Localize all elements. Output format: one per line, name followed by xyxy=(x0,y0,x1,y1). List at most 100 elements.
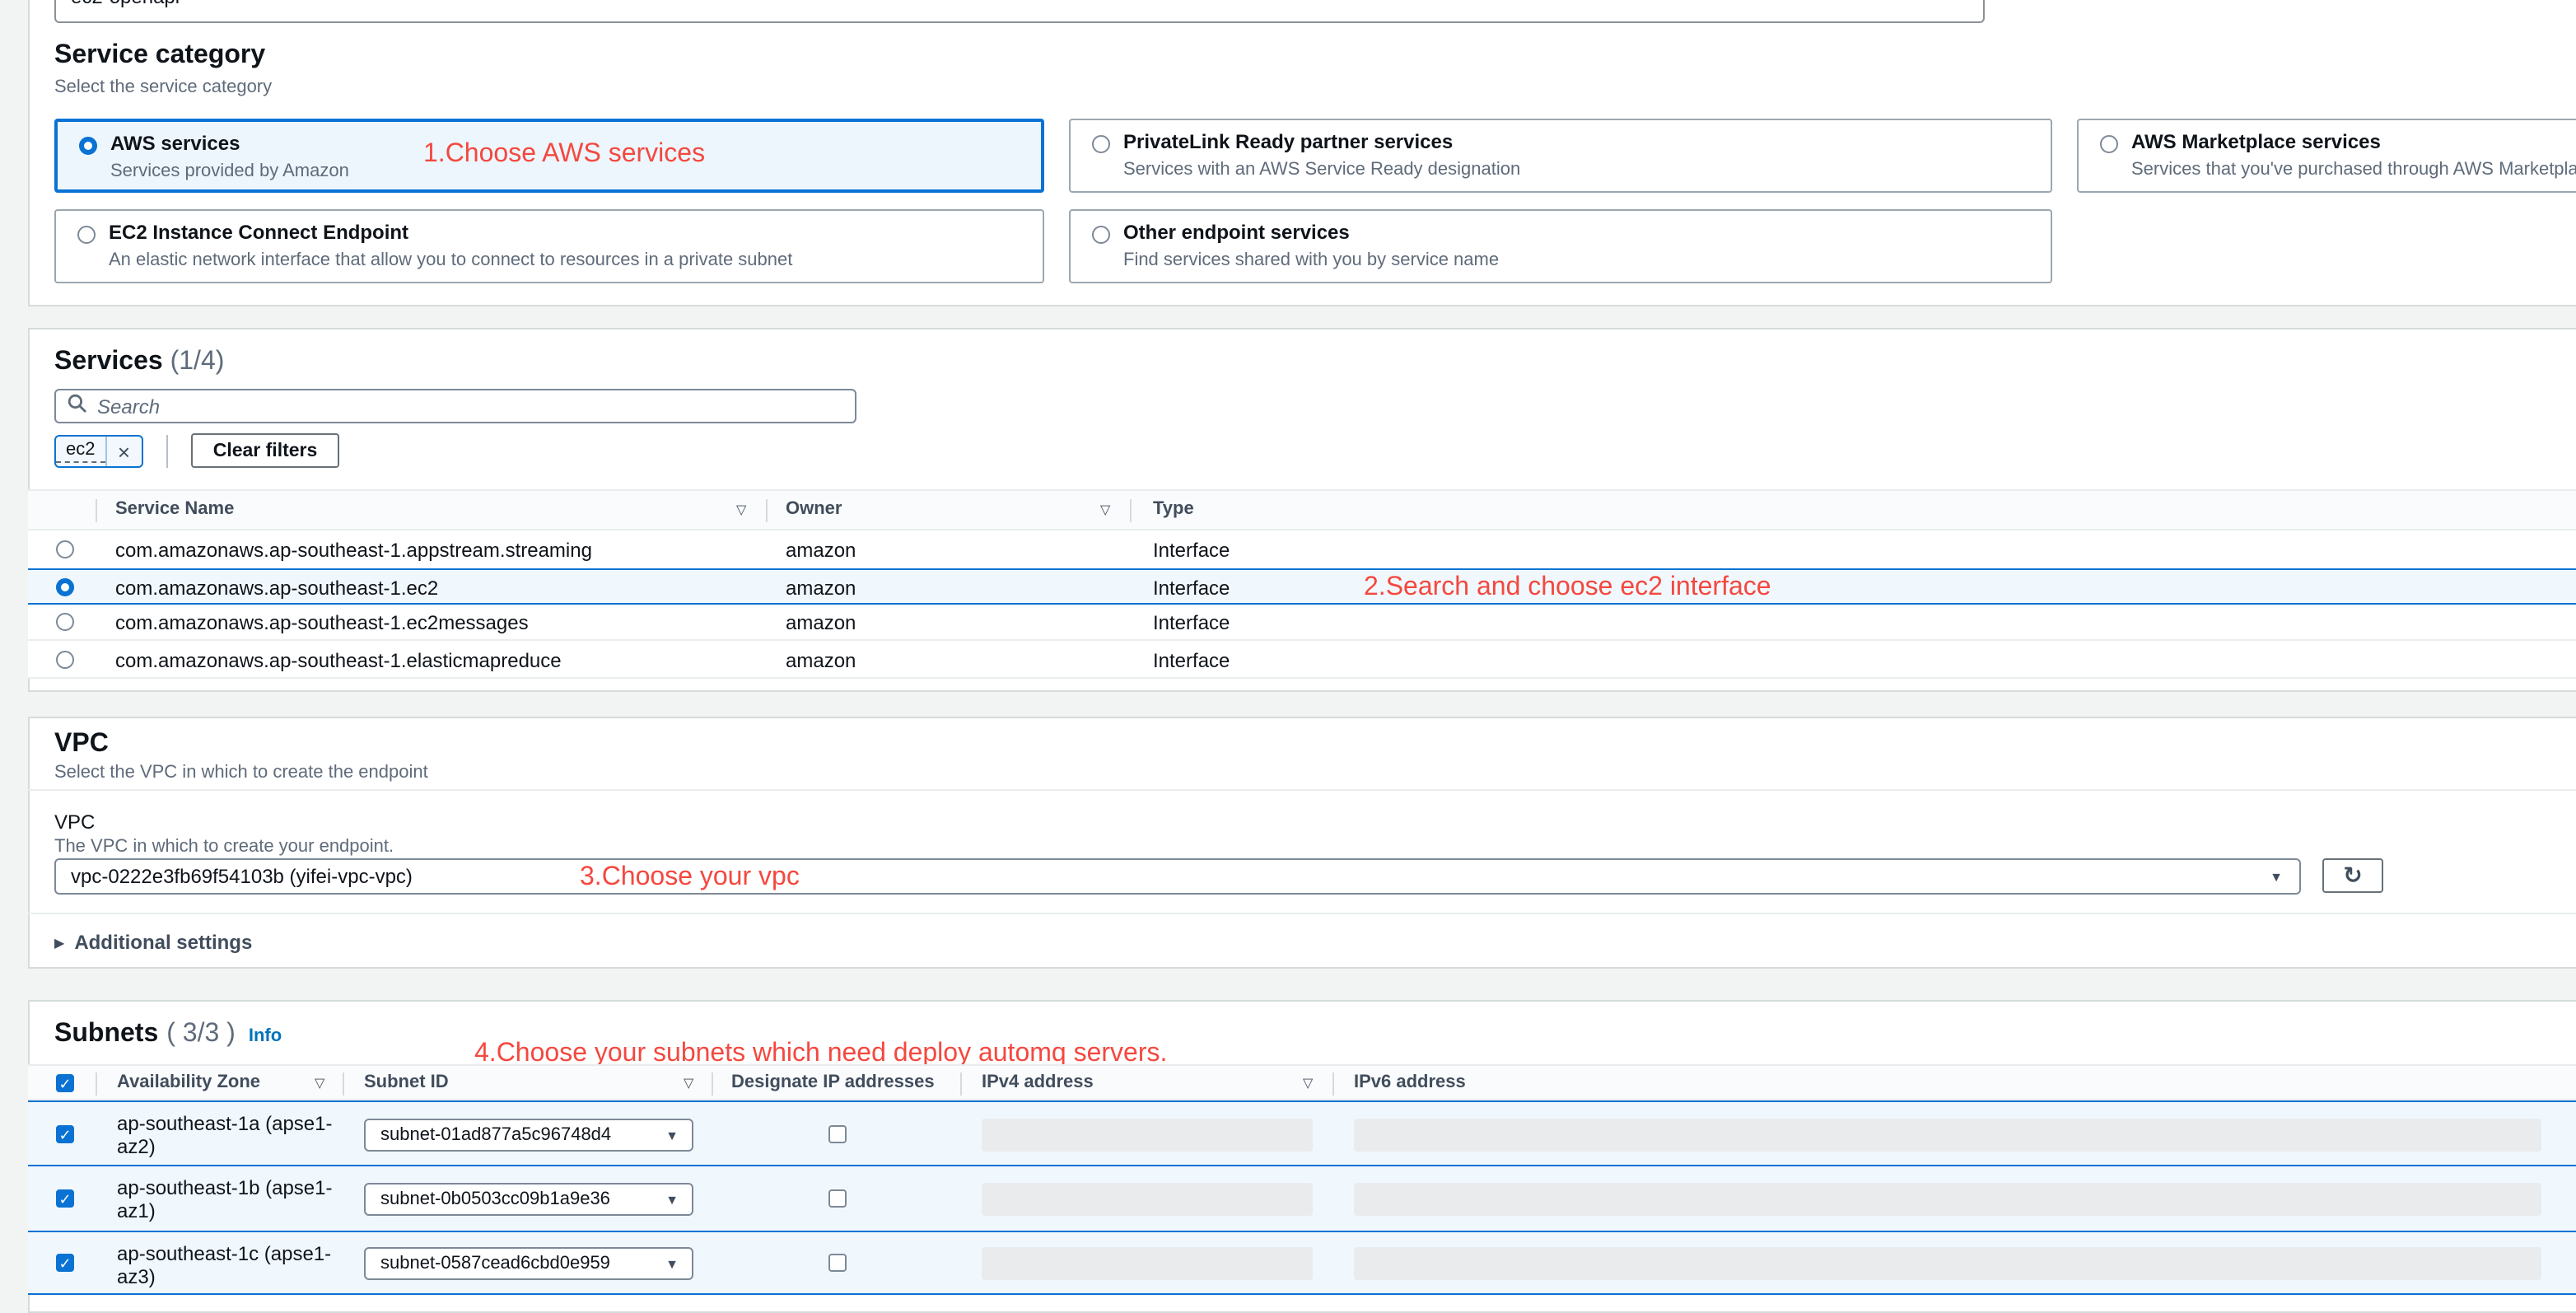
subnet-id-select[interactable]: subnet-01ad877a5c96748d4 ▼ xyxy=(364,1119,693,1152)
subnet-id-select[interactable]: subnet-0b0503cc09b1a9e36 ▼ xyxy=(364,1183,693,1216)
type-cell: Interface xyxy=(1153,611,1230,634)
ipv4-address-field-disabled xyxy=(982,1119,1313,1152)
subnet-id-value: subnet-0587cead6cbd0e959 xyxy=(380,1254,610,1273)
service-category-heading: Service category xyxy=(54,41,266,69)
subnets-heading: Subnets ( 3/3 ) Info xyxy=(54,1020,282,1049)
availability-zone-cell: ap-southeast-1b (apse1-az1) xyxy=(117,1176,333,1222)
search-placeholder: Search xyxy=(97,395,161,418)
ipv4-address-field-disabled xyxy=(982,1247,1313,1280)
select-all-checkbox[interactable] xyxy=(56,1074,74,1092)
service-name-cell: com.amazonaws.ap-southeast-1.ec2 xyxy=(115,577,439,600)
service-row-selected[interactable]: com.amazonaws.ap-southeast-1.ec2 amazon … xyxy=(28,568,2576,605)
chevron-down-icon: ▼ xyxy=(2270,869,2283,884)
subnets-heading-text: Subnets xyxy=(54,1020,159,1048)
section-divider xyxy=(28,789,2576,791)
vpc-subheading: Select the VPC in which to create the en… xyxy=(54,763,428,783)
row-checkbox[interactable] xyxy=(56,1254,74,1272)
services-table-header: Service Name ▽ Owner ▽ Type xyxy=(28,489,2576,530)
category-card-privatelink-partner[interactable]: PrivateLink Ready partner services Servi… xyxy=(1069,119,2052,193)
subnets-counter: ( 3/3 ) xyxy=(166,1020,236,1048)
refresh-icon: ↻ xyxy=(2343,862,2363,888)
radio-icon[interactable] xyxy=(56,540,74,558)
filter-icon[interactable]: ▽ xyxy=(315,1076,325,1091)
column-divider xyxy=(1130,499,1132,522)
chevron-down-icon: ▼ xyxy=(665,1128,679,1142)
filter-icon[interactable]: ▽ xyxy=(684,1076,694,1091)
radio-icon[interactable] xyxy=(77,226,96,244)
radio-icon[interactable] xyxy=(2100,135,2118,153)
radio-selected-icon[interactable] xyxy=(56,578,74,596)
caret-right-icon: ▶ xyxy=(54,935,65,950)
type-cell: Interface xyxy=(1153,539,1230,562)
category-label: PrivateLink Ready partner services xyxy=(1123,130,1454,153)
owner-cell: amazon xyxy=(786,611,856,634)
subnet-id-value: subnet-0b0503cc09b1a9e36 xyxy=(380,1189,610,1209)
services-search-input[interactable]: Search xyxy=(54,389,856,423)
ipv6-address-field-disabled xyxy=(1354,1119,2541,1152)
filter-icon[interactable]: ▽ xyxy=(1100,502,1111,517)
chevron-down-icon: ▼ xyxy=(665,1192,679,1207)
service-name-cell: com.amazonaws.ap-southeast-1.elasticmapr… xyxy=(115,649,562,672)
category-label: Other endpoint services xyxy=(1123,221,1350,244)
radio-icon[interactable] xyxy=(1092,226,1110,244)
row-checkbox[interactable] xyxy=(56,1189,74,1208)
radio-selected-icon[interactable] xyxy=(79,137,97,155)
additional-settings-label: Additional settings xyxy=(74,931,253,954)
subnet-row[interactable]: ap-southeast-1c (apse1-az3) subnet-0587c… xyxy=(28,1232,2576,1295)
filter-chip-label: ec2 xyxy=(56,440,105,463)
radio-icon[interactable] xyxy=(56,651,74,669)
search-icon xyxy=(68,391,87,421)
category-card-ec2-instance-connect[interactable]: EC2 Instance Connect Endpoint An elastic… xyxy=(54,209,1044,283)
service-row[interactable]: com.amazonaws.ap-southeast-1.appstream.s… xyxy=(28,530,2576,568)
column-header-owner[interactable]: Owner xyxy=(786,499,842,519)
endpoint-name-input[interactable]: ec2-openapi xyxy=(54,0,1985,23)
column-header-subnet-id[interactable]: Subnet ID xyxy=(364,1072,449,1092)
filter-chip-ec2[interactable]: ec2 × xyxy=(54,435,143,468)
service-row[interactable]: com.amazonaws.ap-southeast-1.elasticmapr… xyxy=(28,641,2576,679)
category-card-aws-marketplace[interactable]: AWS Marketplace services Services that y… xyxy=(2077,119,2576,193)
service-name-cell: com.amazonaws.ap-southeast-1.ec2messages xyxy=(115,611,529,634)
designate-ip-checkbox[interactable] xyxy=(828,1254,847,1272)
column-header-service-name[interactable]: Service Name xyxy=(115,499,235,519)
designate-ip-checkbox[interactable] xyxy=(828,1189,847,1208)
column-header-availability-zone[interactable]: Availability Zone xyxy=(117,1072,261,1092)
column-header-ipv4[interactable]: IPv4 address xyxy=(982,1072,1094,1092)
radio-icon[interactable] xyxy=(1092,135,1110,153)
ipv4-address-field-disabled xyxy=(982,1183,1313,1216)
chevron-down-icon: ▼ xyxy=(665,1256,679,1271)
radio-icon[interactable] xyxy=(56,613,74,631)
services-heading: Services (1/4) xyxy=(54,348,224,377)
filter-icon[interactable]: ▽ xyxy=(1303,1076,1314,1091)
vpc-heading: VPC xyxy=(54,730,109,758)
filter-icon[interactable]: ▽ xyxy=(736,502,747,517)
owner-cell: amazon xyxy=(786,649,856,672)
additional-settings-expander[interactable]: ▶ Additional settings xyxy=(54,931,252,954)
service-row[interactable]: com.amazonaws.ap-southeast-1.ec2messages… xyxy=(28,605,2576,641)
vpc-field-label: VPC xyxy=(54,811,96,834)
category-description: Find services shared with you by service… xyxy=(1123,250,1500,270)
info-link[interactable]: Info xyxy=(248,1026,282,1046)
type-cell: Interface xyxy=(1153,649,1230,672)
subnet-row[interactable]: ap-southeast-1b (apse1-az1) subnet-0b050… xyxy=(28,1166,2576,1232)
services-counter: (1/4) xyxy=(170,348,225,376)
annotation-step1: 1.Choose AWS services xyxy=(423,140,706,168)
column-header-type[interactable]: Type xyxy=(1153,499,1194,519)
vpc-select[interactable]: vpc-0222e3fb69f54103b (yifei-vpc-vpc) ▼ xyxy=(54,858,2301,895)
clear-filters-button[interactable]: Clear filters xyxy=(191,433,339,468)
category-card-aws-services[interactable]: AWS services Services provided by Amazon xyxy=(54,119,1044,193)
services-heading-text: Services xyxy=(54,348,163,376)
row-checkbox[interactable] xyxy=(56,1125,74,1143)
annotation-step2: 2.Search and choose ec2 interface xyxy=(1364,573,1771,601)
category-card-other-endpoint-services[interactable]: Other endpoint services Find services sh… xyxy=(1069,209,2052,283)
category-description: Services that you've purchased through A… xyxy=(2131,160,2576,180)
column-divider xyxy=(712,1072,713,1096)
subnet-id-select[interactable]: subnet-0587cead6cbd0e959 ▼ xyxy=(364,1247,693,1280)
category-label: EC2 Instance Connect Endpoint xyxy=(109,221,409,244)
dismiss-filter-icon[interactable]: × xyxy=(117,439,131,464)
ipv6-address-field-disabled xyxy=(1354,1247,2541,1280)
designate-ip-checkbox[interactable] xyxy=(828,1125,847,1143)
category-label: AWS services xyxy=(110,132,240,155)
subnet-row[interactable]: ap-southeast-1a (apse1-az2) subnet-01ad8… xyxy=(28,1100,2576,1166)
endpoint-name-value: ec2-openapi xyxy=(71,0,180,8)
refresh-button[interactable]: ↻ xyxy=(2322,858,2383,893)
